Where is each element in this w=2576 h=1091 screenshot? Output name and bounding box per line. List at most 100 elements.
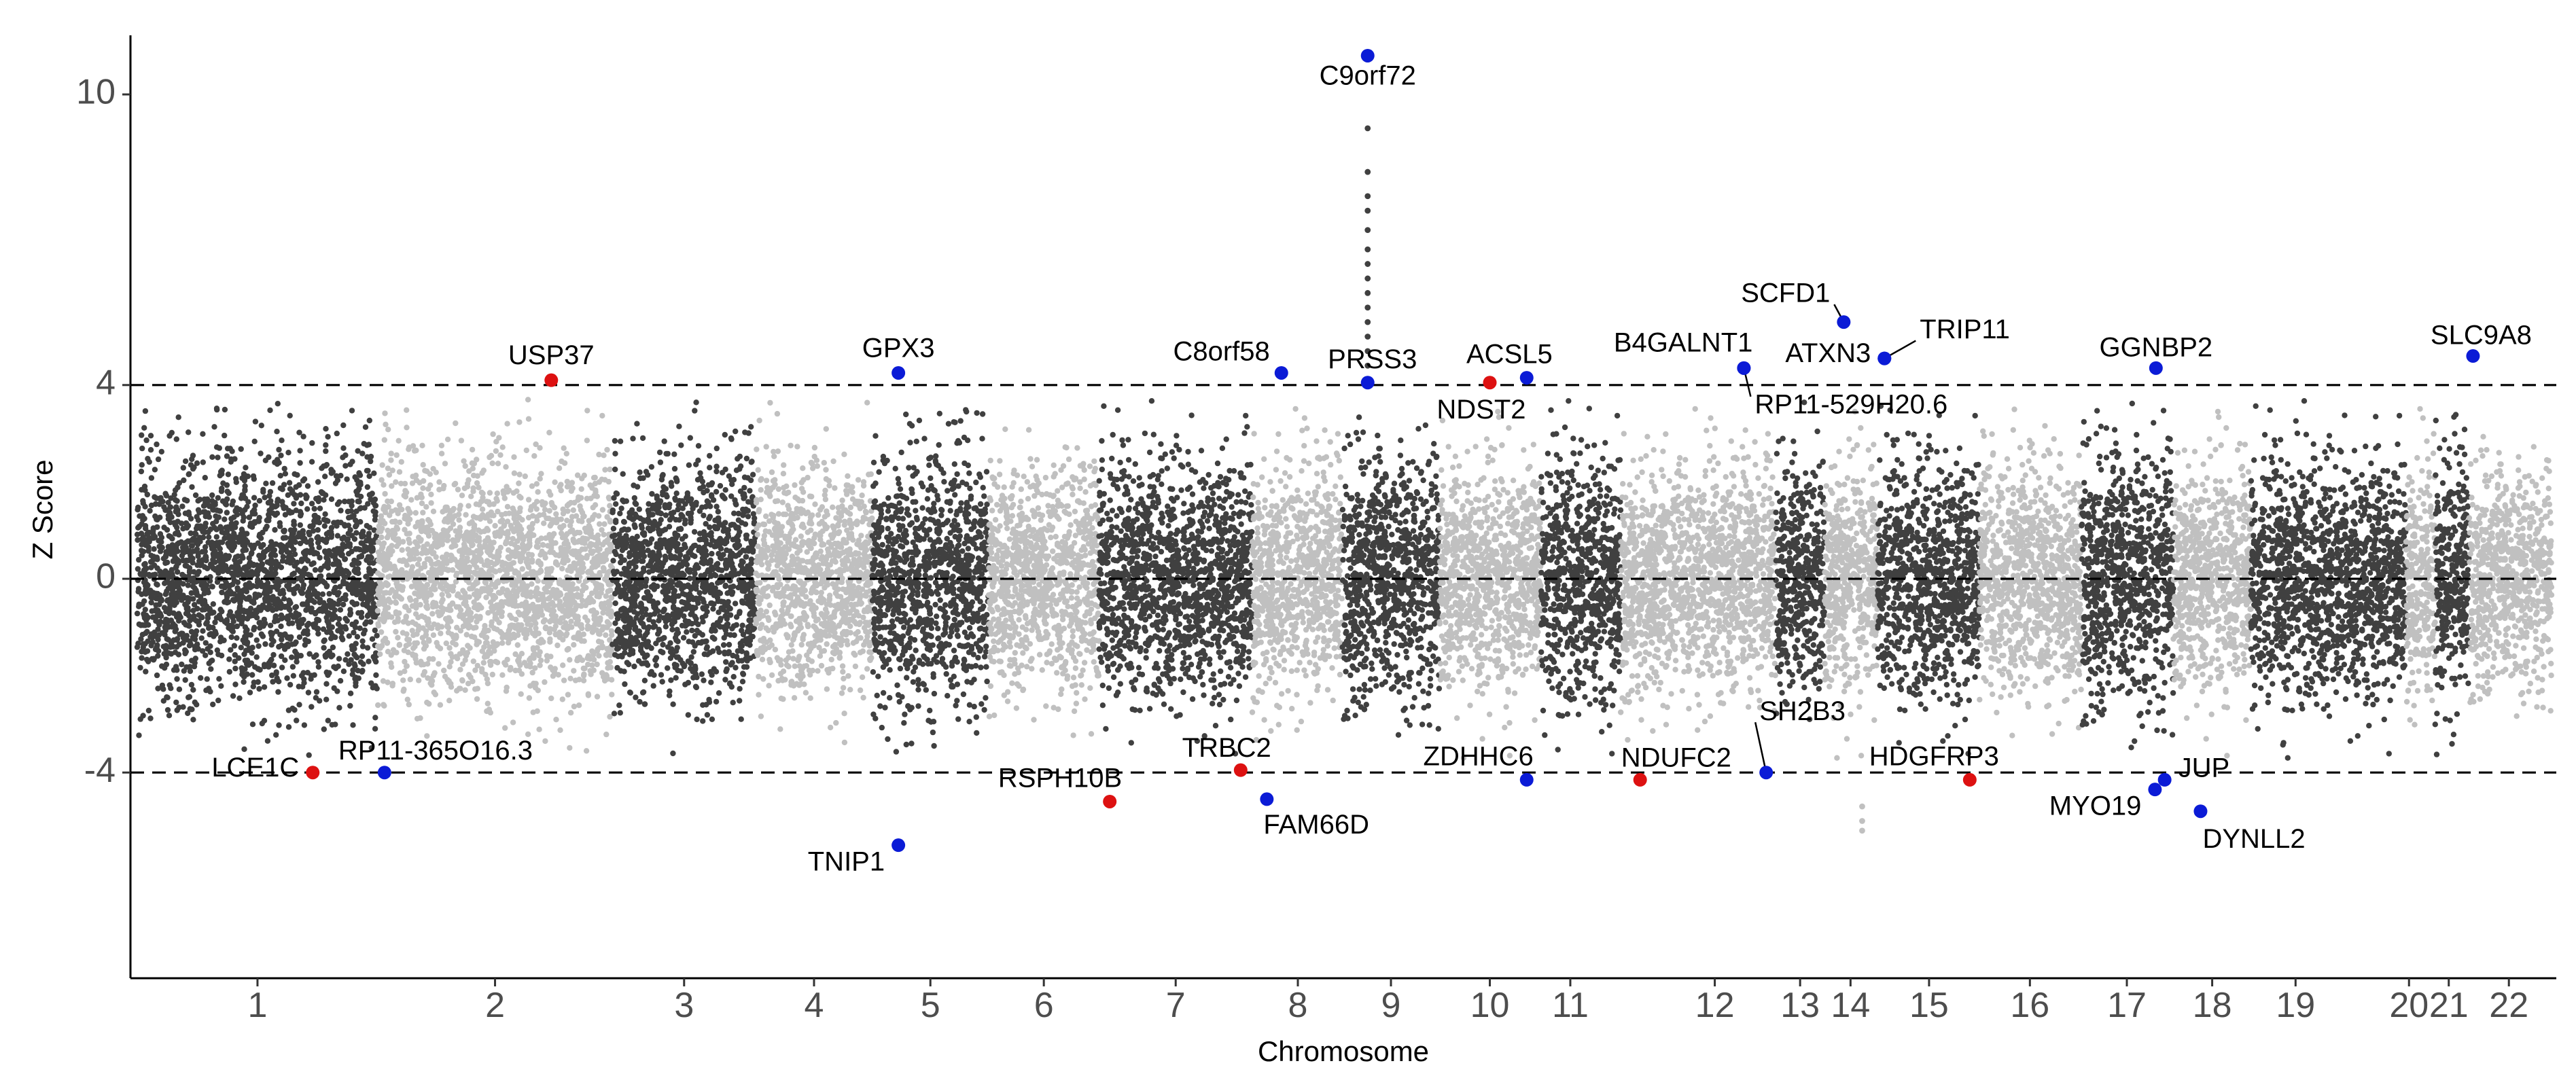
association-point [540, 512, 547, 518]
association-point [452, 480, 459, 487]
association-point [359, 638, 366, 644]
association-point [300, 550, 307, 556]
association-point [499, 530, 506, 536]
association-point [137, 571, 143, 577]
association-point [575, 539, 581, 545]
association-point [553, 511, 559, 517]
association-point [341, 522, 348, 528]
association-point [256, 592, 263, 598]
association-point [506, 510, 512, 516]
association-point [253, 615, 260, 621]
association-point [157, 531, 164, 537]
association-point [143, 542, 149, 548]
association-point [249, 645, 255, 651]
association-point [246, 514, 253, 520]
association-point [251, 476, 257, 482]
association-point [579, 569, 586, 575]
association-point [605, 582, 612, 588]
association-point [360, 661, 366, 667]
association-point [359, 531, 366, 537]
association-point [275, 689, 281, 695]
association-point [308, 459, 315, 465]
association-point [519, 517, 525, 523]
association-point [200, 534, 207, 541]
association-point [147, 433, 154, 439]
association-point [737, 698, 743, 704]
association-point [156, 596, 163, 603]
association-point [673, 675, 679, 681]
association-point [248, 660, 255, 666]
association-point [151, 546, 157, 552]
association-point [200, 431, 206, 437]
association-point [591, 556, 597, 562]
association-point [561, 560, 567, 566]
association-point [297, 460, 303, 466]
association-point [301, 476, 308, 482]
association-point [564, 478, 570, 485]
association-point [492, 522, 498, 529]
association-point [597, 521, 603, 527]
association-point [260, 623, 266, 629]
association-point [297, 522, 303, 529]
association-point [363, 582, 370, 588]
association-point [222, 516, 228, 522]
association-point [696, 590, 703, 596]
association-point [383, 509, 389, 516]
association-point [441, 667, 447, 674]
association-point [287, 509, 294, 516]
association-point [258, 423, 264, 429]
association-point [547, 522, 553, 529]
association-point [386, 471, 393, 478]
association-point [232, 566, 239, 572]
association-point [548, 492, 554, 498]
association-point [149, 639, 156, 645]
association-point [202, 509, 208, 515]
association-point [525, 497, 532, 503]
association-point [163, 493, 170, 499]
association-point [389, 683, 395, 689]
association-point [562, 550, 568, 556]
association-point [152, 494, 158, 500]
association-point [308, 537, 314, 543]
association-point [263, 480, 269, 486]
association-point [413, 660, 419, 666]
association-point [366, 417, 372, 424]
association-point [415, 614, 421, 621]
association-point [188, 628, 195, 635]
association-point [154, 441, 160, 448]
association-point [368, 555, 374, 561]
association-point [314, 535, 320, 541]
association-point [429, 561, 435, 567]
association-point [189, 707, 195, 713]
association-point [260, 486, 266, 493]
association-point [368, 745, 374, 751]
association-point [750, 599, 756, 605]
association-point [605, 478, 612, 485]
association-point [321, 538, 328, 544]
association-point [281, 505, 287, 512]
association-point [572, 677, 579, 683]
association-point [356, 470, 362, 476]
association-point [366, 560, 373, 566]
association-point [139, 445, 145, 452]
association-point [621, 519, 627, 525]
association-point [182, 601, 188, 607]
association-point [494, 660, 501, 666]
association-point [529, 513, 536, 519]
association-point [568, 618, 574, 624]
association-point [470, 488, 476, 495]
association-point [510, 560, 516, 566]
association-point [251, 600, 257, 606]
association-point [332, 613, 338, 620]
association-point [213, 615, 219, 621]
association-point [468, 493, 474, 499]
association-point [530, 652, 536, 658]
association-point [281, 465, 287, 472]
association-point [567, 657, 573, 663]
association-point [267, 622, 274, 628]
association-point [294, 472, 300, 478]
association-point [537, 662, 543, 668]
association-point [249, 583, 256, 589]
association-point [173, 699, 179, 706]
association-point [496, 435, 502, 441]
